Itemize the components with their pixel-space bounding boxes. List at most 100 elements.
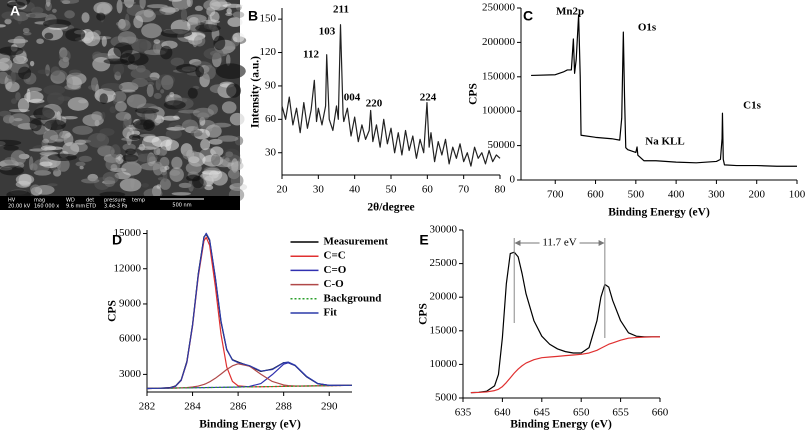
y-tick-label: 150000 — [482, 70, 516, 82]
legend-label: Fit — [324, 307, 338, 319]
annotation: 11.7 eV — [542, 237, 576, 249]
grain — [138, 38, 148, 53]
grain — [201, 64, 216, 80]
grain — [117, 31, 137, 45]
info-header: WD — [66, 198, 75, 204]
x-tick-label: 650 — [573, 407, 590, 419]
x-tick-label: 290 — [321, 401, 338, 413]
y-tick-label: 20000 — [430, 291, 458, 303]
pore — [33, 107, 55, 121]
pore — [176, 63, 198, 73]
grain — [101, 111, 106, 120]
grain — [105, 157, 121, 171]
y-tick-label: 6000 — [119, 333, 142, 345]
panel-label: E — [419, 232, 428, 248]
y-tick-label: 0 — [510, 174, 516, 186]
grain — [157, 177, 165, 181]
pore — [65, 28, 86, 42]
y-tick-label: 50000 — [488, 139, 516, 151]
x-axis-label: Binding Energy (eV) — [199, 419, 301, 431]
grain — [146, 81, 155, 86]
grain — [141, 183, 149, 188]
grain — [61, 115, 78, 120]
pore — [43, 19, 71, 28]
pore — [96, 12, 106, 21]
x-tick-label: 284 — [184, 401, 201, 413]
grain — [115, 101, 127, 112]
info-header: mag — [34, 198, 45, 204]
info-value: 9.6 mm — [66, 204, 85, 210]
grain — [29, 13, 36, 18]
grain — [153, 147, 161, 156]
grain — [186, 14, 207, 23]
grain — [224, 157, 230, 163]
grain — [164, 165, 170, 171]
pore — [160, 29, 193, 38]
x-tick-label: 200 — [748, 189, 765, 201]
x-tick-label: 60 — [422, 184, 434, 196]
grain — [115, 111, 132, 121]
pore — [186, 174, 201, 182]
pore — [47, 153, 77, 162]
panel-label: B — [248, 8, 258, 24]
grain — [209, 11, 220, 23]
grain — [193, 35, 206, 47]
grain — [133, 15, 144, 29]
series-line — [146, 232, 353, 390]
grain — [130, 68, 151, 80]
grain — [139, 0, 146, 9]
annotation: 224 — [420, 92, 437, 104]
pore — [3, 145, 19, 151]
info-value: ETD — [86, 204, 96, 210]
grain — [137, 146, 156, 151]
y-tick-label: 25000 — [430, 257, 458, 269]
grain — [101, 82, 123, 92]
series-line — [146, 384, 353, 390]
grain — [153, 10, 166, 16]
grain — [161, 115, 180, 121]
grain — [169, 167, 184, 182]
grain — [230, 174, 244, 188]
y-tick-label: 30 — [265, 146, 277, 158]
pore — [195, 24, 221, 32]
grain — [0, 24, 6, 28]
pore — [128, 52, 149, 66]
grain — [146, 84, 154, 98]
y-tick-label: 60 — [265, 113, 277, 125]
pore — [44, 32, 54, 40]
pore — [44, 119, 66, 131]
grain — [168, 0, 182, 2]
y-axis-label: CPS — [468, 83, 480, 105]
grain — [22, 27, 30, 33]
grain — [186, 149, 195, 160]
grain — [180, 8, 188, 22]
grain — [42, 129, 59, 144]
annotation: 103 — [319, 26, 336, 38]
x-tick-label: 30 — [313, 184, 325, 196]
grain — [156, 184, 162, 189]
info-header: det — [86, 198, 94, 204]
legend-label: C=O — [324, 264, 347, 276]
pore — [18, 66, 32, 80]
grain — [62, 142, 80, 157]
grain — [146, 77, 159, 82]
x-tick-label: 500 — [628, 189, 645, 201]
x-axis-label: Binding Energy (eV) — [608, 207, 710, 219]
y-axis-label: CPS — [107, 300, 119, 322]
grain — [126, 94, 147, 109]
grain — [24, 91, 44, 103]
grain — [160, 89, 165, 94]
panel-label: A — [10, 3, 20, 19]
grain — [7, 38, 29, 44]
grain — [83, 31, 101, 47]
pore — [0, 46, 24, 56]
y-tick-label: 150 — [260, 13, 277, 25]
grain — [185, 162, 202, 174]
grain — [0, 57, 13, 71]
annotation: 211 — [333, 4, 349, 16]
grain — [37, 69, 51, 75]
grain — [121, 1, 136, 5]
x-tick-label: 640 — [494, 407, 511, 419]
grain — [229, 112, 245, 126]
grain — [143, 135, 160, 143]
